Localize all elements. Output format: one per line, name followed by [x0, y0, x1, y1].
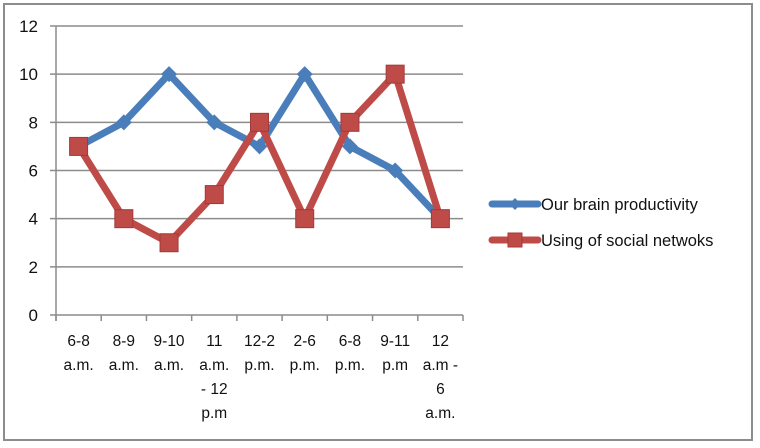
x-tick-label: 12 a.m -6 a.m.	[423, 333, 458, 422]
square-marker	[385, 64, 405, 84]
x-tick-label: 6-8 p.m.	[335, 333, 365, 374]
x-tick-label: 11 a.m. - 12 p.m	[199, 333, 229, 422]
square-marker	[295, 209, 315, 229]
series-social-networks	[69, 64, 450, 253]
y-tick-label: 8	[29, 113, 38, 132]
x-tick-label: 2-6 p.m.	[290, 333, 320, 374]
series-lines	[69, 64, 450, 253]
y-tick-label: 4	[29, 210, 38, 229]
y-tick-label: 12	[19, 17, 38, 36]
square-marker	[69, 136, 89, 156]
y-tick-label: 6	[29, 162, 38, 181]
diamond-marker	[161, 66, 178, 83]
square-marker	[340, 112, 360, 132]
series-brain-productivity	[70, 66, 449, 227]
diamond-marker	[251, 138, 268, 155]
diamond-marker	[296, 66, 313, 83]
square-marker	[114, 209, 134, 229]
square-marker	[159, 233, 179, 253]
diamond-marker	[509, 198, 521, 210]
diamond-marker	[341, 138, 358, 155]
x-tick-label: 6-8 a.m.	[64, 333, 94, 374]
x-axis-tick-labels: 6-8 a.m. 8-9 a.m. 9-10 a.m. 11 a.m. - 12 p.m 12-2 p…	[64, 333, 459, 422]
diamond-marker	[115, 114, 132, 131]
x-tick-label: 9-11 p.m	[380, 333, 410, 374]
legend-item: Using of social netwoks	[488, 232, 713, 250]
x-axis	[55, 26, 464, 321]
y-tick-label: 10	[19, 65, 38, 84]
legend-label: Using of social netwoks	[541, 232, 713, 250]
square-marker	[507, 232, 523, 248]
square-marker	[204, 185, 224, 205]
y-tick-label: 2	[29, 258, 38, 277]
x-tick-label: 9-10 a.m.	[154, 333, 185, 374]
x-tick-label: 12-2 p.m.	[244, 333, 275, 374]
diamond-marker	[387, 162, 404, 179]
y-axis-tick-labels: 0 2 4 6 8 10 12	[19, 17, 38, 325]
square-marker	[250, 112, 269, 132]
legend-item: Our brain productivity	[488, 196, 699, 214]
square-marker	[430, 209, 450, 229]
legend: Our brain productivity Using of social ne…	[488, 196, 713, 250]
x-tick-label: 8-9 a.m.	[109, 333, 139, 374]
y-tick-label: 0	[29, 306, 38, 325]
legend-label: Our brain productivity	[541, 196, 699, 214]
diamond-marker	[206, 114, 223, 131]
